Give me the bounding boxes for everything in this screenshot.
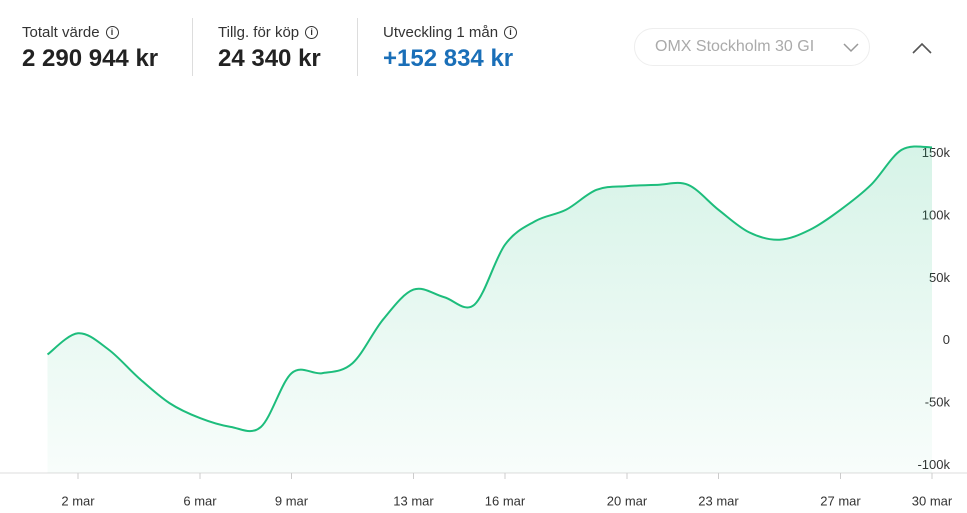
x-tick-label: 27 mar: [820, 493, 861, 508]
x-tick-label: 23 mar: [698, 493, 739, 508]
collapse-button[interactable]: [912, 42, 932, 54]
stat-value: 24 340 kr: [218, 45, 321, 72]
area: [47, 146, 932, 474]
y-tick-label: 150k: [922, 145, 951, 160]
x-tick-label: 9 mar: [275, 493, 309, 508]
stat-label: Tillg. för köp: [218, 24, 300, 41]
stat-label: Utveckling 1 mån: [383, 24, 499, 41]
stat-label: Totalt värde: [22, 24, 100, 41]
y-tick-label: -100k: [917, 457, 950, 472]
line: [46, 145, 933, 433]
y-tick-label: 100k: [922, 207, 951, 222]
stat-available: Tillg. för köp i 24 340 kr: [218, 24, 321, 73]
y-tick-label: 50k: [929, 270, 950, 285]
x-tick-label: 16 mar: [485, 493, 526, 508]
stat-value: 2 290 944 kr: [22, 45, 159, 72]
info-icon[interactable]: i: [504, 26, 518, 39]
separator: [192, 18, 193, 76]
stat-change: Utveckling 1 mån i +152 834 kr: [383, 24, 518, 73]
info-icon[interactable]: i: [305, 26, 319, 39]
info-icon[interactable]: i: [105, 26, 119, 39]
x-tick-label: 30 mar: [912, 493, 953, 508]
x-tick-label: 20 mar: [607, 493, 648, 508]
separator: [357, 18, 358, 76]
y-tick-label: 0: [943, 332, 950, 347]
stat-total: Totalt värde i 2 290 944 kr: [22, 24, 158, 73]
y-tick-label: -50k: [925, 395, 951, 410]
x-tick-label: 13 mar: [393, 493, 434, 508]
select-text: OMX Stockholm 30 GI: [655, 38, 815, 55]
dropdown-arrow: [843, 43, 859, 53]
x-tick-label: 6 mar: [183, 493, 217, 508]
index-select[interactable]: OMX Stockholm 30 GI: [634, 28, 870, 66]
stat-value: +152 834 kr: [383, 45, 514, 72]
x-tick-label: 2 mar: [61, 493, 95, 508]
